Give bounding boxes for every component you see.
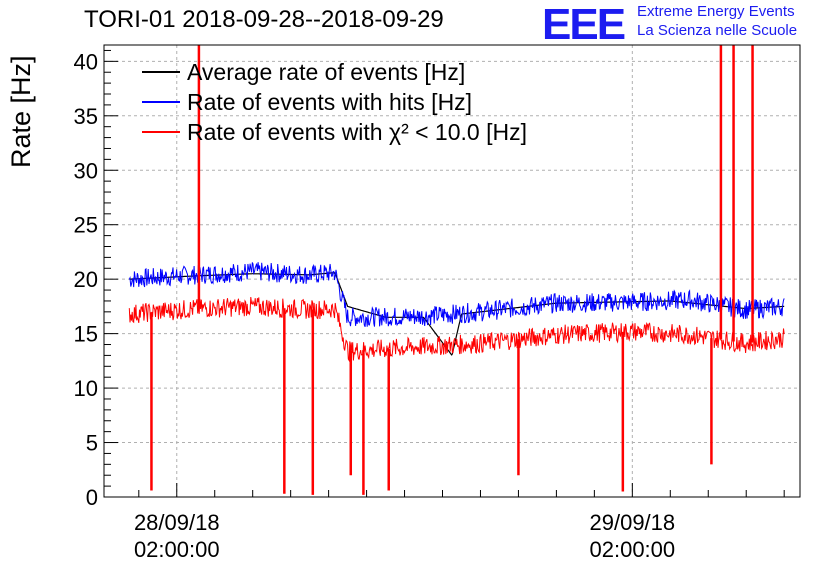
y-tick-label: 10 — [74, 376, 98, 401]
logo-caption-line1: Extreme Energy Events — [637, 3, 795, 20]
plot-frame — [103, 44, 801, 498]
y-tick-label: 35 — [74, 104, 98, 129]
y-tick-label: 5 — [86, 431, 98, 456]
x-tick-label-time: 02:00:00 — [134, 537, 220, 562]
series-line-2 — [128, 296, 785, 363]
y-tick-label: 0 — [86, 485, 98, 510]
legend-label-2: Rate of events with χ² < 10.0 [Hz] — [187, 119, 527, 145]
y-tick-label: 40 — [74, 49, 98, 74]
legend-label-0: Average rate of events [Hz] — [187, 59, 465, 85]
axes: 051015202530354028/09/1802:00:0029/09/18… — [74, 44, 801, 562]
legend-label-1: Rate of events with hits [Hz] — [187, 89, 472, 115]
logo-caption: Extreme Energy Events La Scienza nelle S… — [637, 2, 797, 40]
y-tick-label: 25 — [74, 213, 98, 238]
y-tick-label: 20 — [74, 267, 98, 292]
series-line-1 — [128, 262, 785, 328]
eee-logo: EEE — [542, 0, 626, 49]
series-layer — [128, 45, 785, 495]
grid — [104, 45, 800, 497]
chart-title: TORI-01 2018-09-28--2018-09-29 — [84, 6, 444, 33]
x-tick-label-time: 02:00:00 — [590, 537, 676, 562]
y-tick-label: 30 — [74, 158, 98, 183]
x-tick-label-date: 29/09/18 — [590, 510, 676, 535]
y-tick-label: 15 — [74, 322, 98, 347]
legend: Average rate of events [Hz] Rate of event… — [142, 59, 527, 145]
x-tick-label-date: 28/09/18 — [134, 510, 220, 535]
logo-caption-line2: La Scienza nelle Scuole — [637, 22, 798, 39]
